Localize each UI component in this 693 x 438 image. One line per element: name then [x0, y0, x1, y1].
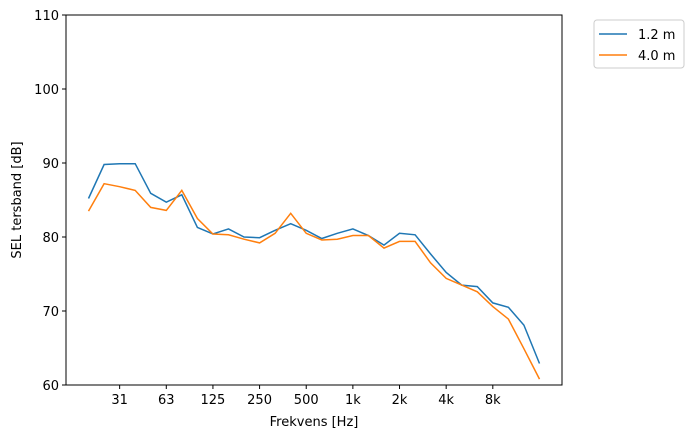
x-tick-label: 250	[247, 393, 272, 408]
series-line-1-2-m	[87, 162, 541, 364]
y-tick-label: 80	[42, 231, 59, 246]
x-tick-label: 8k	[485, 393, 501, 408]
x-tick-label: 1k	[345, 393, 361, 408]
x-tick-label: 500	[294, 393, 319, 408]
legend: 1.2 m 4.0 m	[593, 19, 685, 69]
y-tick-label: 70	[42, 305, 59, 320]
plot-area-frame	[65, 14, 563, 386]
y-tick-label: 110	[34, 9, 59, 24]
y-tick-label: 60	[42, 379, 59, 394]
x-tick-label: 2k	[392, 393, 408, 408]
y-tick-label: 90	[42, 157, 59, 172]
x-axis-label: Frekvens [Hz]	[270, 415, 359, 430]
x-tick-label: 4k	[438, 393, 454, 408]
x-tick-label: 31	[111, 393, 128, 408]
x-tick-label: 125	[201, 393, 226, 408]
series-line-4-0-m	[87, 182, 541, 380]
legend-label: 4.0 m	[638, 49, 675, 64]
legend-label: 1.2 m	[638, 28, 675, 43]
y-axis-label: SEL tersband [dB]	[10, 141, 25, 258]
y-tick-label: 100	[34, 83, 59, 98]
x-tick-label: 63	[158, 393, 175, 408]
